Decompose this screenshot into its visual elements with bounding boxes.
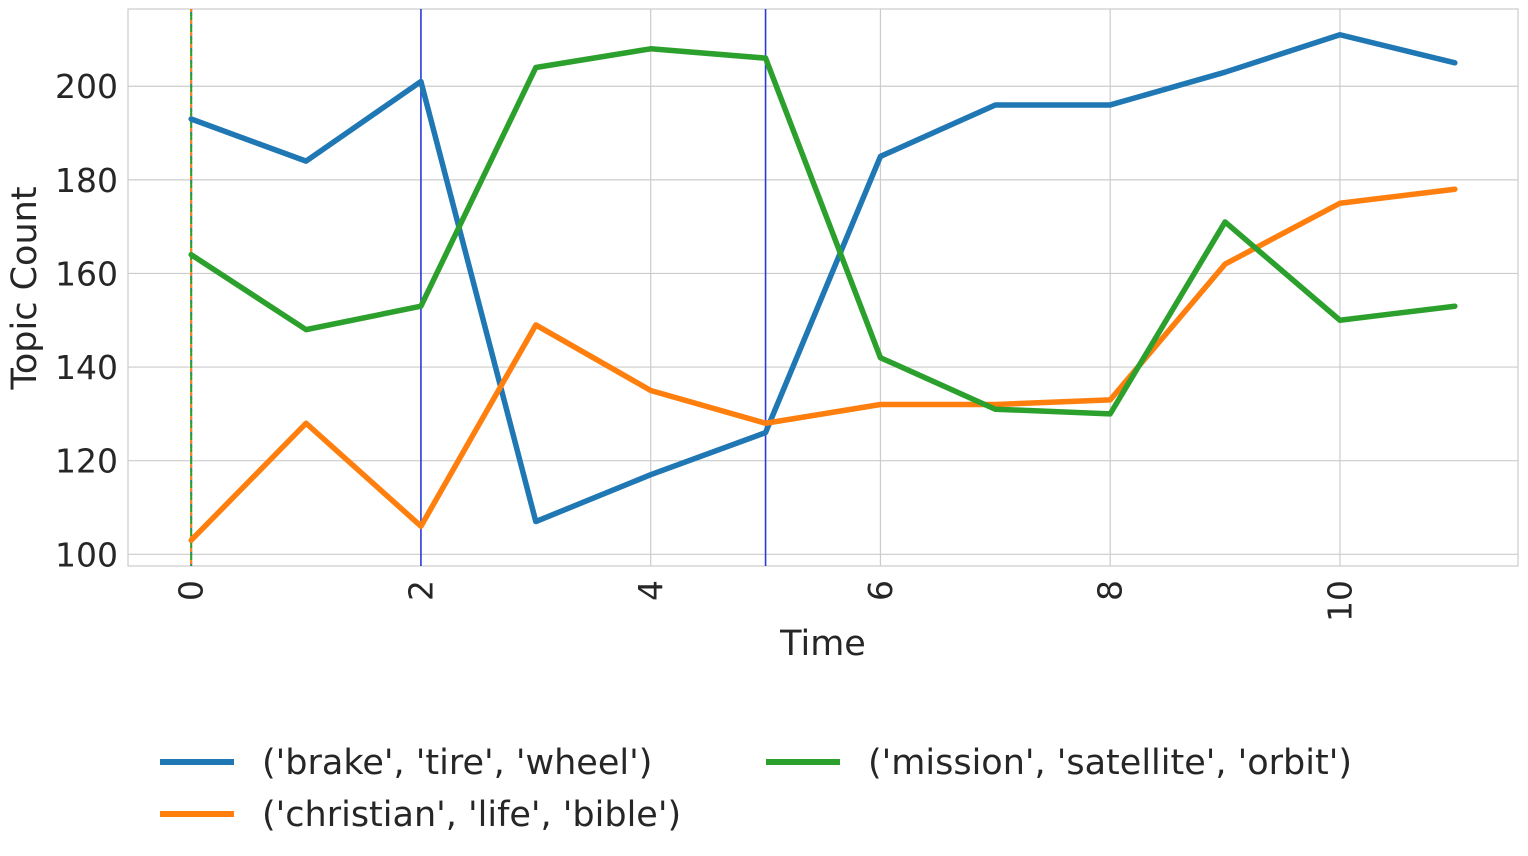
series-line-1 bbox=[188, 31, 1458, 525]
y-tick-label: 200 bbox=[55, 67, 118, 106]
y-tick-label: 120 bbox=[55, 442, 118, 481]
y-tick-label: 100 bbox=[55, 535, 118, 574]
y-tick-label: 140 bbox=[55, 348, 118, 387]
legend: ('brake', 'tire', 'wheel') ('christian', … bbox=[160, 743, 1352, 835]
series-line-3 bbox=[188, 46, 1458, 417]
legend-label: ('christian', 'life', 'bible') bbox=[262, 795, 681, 835]
x-tick-label: 4 bbox=[631, 580, 670, 601]
y-axis-label: Topic Count bbox=[5, 186, 45, 390]
x-tick-labels: 0 2 4 6 8 10 bbox=[172, 580, 1360, 622]
series-line-2 bbox=[188, 186, 1458, 544]
legend-label: ('mission', 'satellite', 'orbit') bbox=[868, 743, 1352, 783]
y-tick-label: 180 bbox=[55, 161, 118, 200]
x-axis-label: Time bbox=[779, 624, 866, 664]
y-tick-label: 160 bbox=[55, 254, 118, 293]
plot-frame bbox=[127, 8, 1519, 567]
x-tick-label: 10 bbox=[1320, 580, 1359, 622]
x-tick-label: 2 bbox=[401, 580, 440, 601]
x-tick-label: 0 bbox=[172, 580, 211, 601]
y-tick-labels: 100 120 140 160 180 200 bbox=[55, 67, 118, 574]
x-tick-label: 6 bbox=[861, 580, 900, 601]
series-lines bbox=[188, 31, 1458, 544]
x-tick-label: 8 bbox=[1091, 580, 1130, 601]
vertical-markers bbox=[190, 9, 767, 566]
legend-label: ('brake', 'tire', 'wheel') bbox=[262, 743, 652, 783]
